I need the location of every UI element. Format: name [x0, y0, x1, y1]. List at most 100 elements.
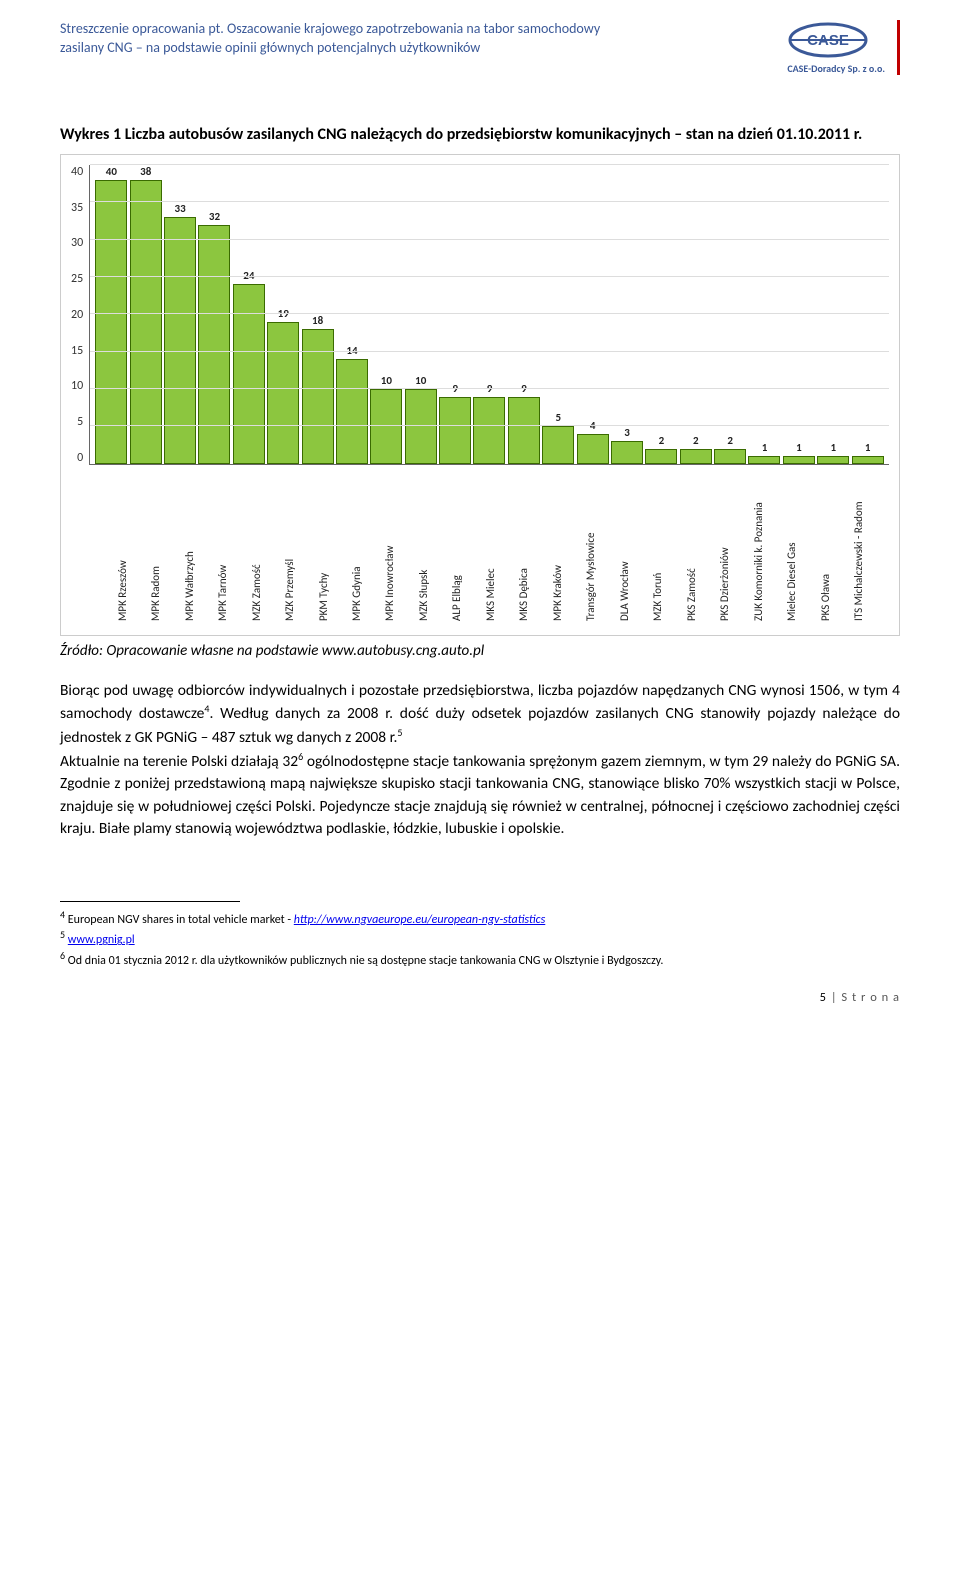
chart-area: 4035302520151050 40383332241918141010999… — [71, 165, 889, 465]
x-tick-label: MPK Wałbrzych — [183, 465, 215, 625]
source-prefix: Źródło: Opracowanie własne na podstawie — [60, 642, 322, 660]
footnote-4: 4 European NGV shares in total vehicle m… — [60, 908, 900, 929]
page-num-value: 5 — [820, 990, 827, 1005]
bar — [336, 359, 368, 464]
bar-value-label: 2 — [693, 434, 699, 447]
bar-column: 40 — [95, 165, 127, 464]
footnote-ref-5: 5 — [397, 726, 402, 739]
bar-column: 32 — [198, 165, 230, 464]
bar — [748, 456, 780, 463]
bar — [714, 449, 746, 464]
x-tick-label: Mielec Diesel Gas — [785, 465, 817, 625]
x-tick-label: PKS Oława — [819, 465, 851, 625]
bar-column: 1 — [817, 165, 849, 464]
header-line1: Streszczenie opracowania pt. Oszacowanie… — [60, 20, 600, 37]
x-tick-label: MPK Rzeszów — [116, 465, 148, 625]
grid-line — [90, 164, 889, 165]
bar-value-label: 1 — [762, 441, 768, 454]
x-tick-label: MPK Kraków — [551, 465, 583, 625]
bar-value-label: 33 — [175, 202, 186, 215]
grid-line — [90, 276, 889, 277]
bar-column: 9 — [508, 165, 540, 464]
bar — [267, 322, 299, 464]
bar-value-label: 1 — [830, 441, 836, 454]
bar-column: 9 — [473, 165, 505, 464]
x-tick-label: MPK Radom — [149, 465, 181, 625]
bar-value-label: 40 — [106, 165, 117, 178]
y-tick: 35 — [71, 201, 83, 215]
chart-source: Źródło: Opracowanie własne na podstawie … — [60, 642, 900, 660]
svg-text:CASE: CASE — [807, 32, 849, 49]
bar-value-label: 1 — [796, 441, 802, 454]
bar — [302, 329, 334, 464]
chart-container: 4035302520151050 40383332241918141010999… — [60, 154, 900, 636]
bar — [645, 449, 677, 464]
bar-value-label: 10 — [381, 374, 392, 387]
bar — [817, 456, 849, 463]
chart-plot: 403833322419181410109995432221111 — [89, 165, 889, 465]
grid-line — [90, 351, 889, 352]
footnote-6: 6 Od dnia 01 stycznia 2012 r. dla użytko… — [60, 949, 900, 970]
y-tick: 15 — [71, 344, 83, 358]
page-num-label: S t r o n a — [841, 990, 900, 1005]
y-tick: 20 — [71, 308, 83, 322]
x-tick-label: Transgór Mysłowice — [584, 465, 616, 625]
bar — [508, 397, 540, 464]
grid-line — [90, 201, 889, 202]
bar-value-label: 2 — [727, 434, 733, 447]
footnote-5-link[interactable]: www.pgnig.pl — [68, 933, 135, 947]
bar-column: 5 — [542, 165, 574, 464]
y-tick: 10 — [71, 379, 83, 393]
bar — [852, 456, 884, 463]
grid-line — [90, 425, 889, 426]
chart-y-axis: 4035302520151050 — [71, 165, 89, 465]
x-tick-label: MZK Przemyśl — [283, 465, 315, 625]
bar-value-label: 1 — [865, 441, 871, 454]
bar — [577, 434, 609, 464]
bar-column: 24 — [233, 165, 265, 464]
x-tick-label: MKS Dębica — [517, 465, 549, 625]
case-logo-icon: CASE — [787, 20, 869, 60]
bar-column: 10 — [370, 165, 402, 464]
footnote-6-text: Od dnia 01 stycznia 2012 r. dla użytkown… — [68, 954, 664, 968]
x-tick-label: ALP Elbląg — [450, 465, 482, 625]
chart-title: Wykres 1 Liczba autobusów zasilanych CNG… — [60, 125, 900, 146]
logo-caption: CASE-Doradcy Sp. z o.o. — [787, 62, 885, 75]
bar-column: 33 — [164, 165, 196, 464]
footnote-4-link[interactable]: http://www.ngvaeurope.eu/european-ngv-st… — [294, 913, 545, 927]
bar-column: 1 — [783, 165, 815, 464]
bar-column: 18 — [302, 165, 334, 464]
footnote-4-text: European NGV shares in total vehicle mar… — [68, 913, 294, 927]
grid-line — [90, 388, 889, 389]
y-tick: 40 — [71, 165, 83, 179]
x-tick-label: MPK Inowrocław — [383, 465, 415, 625]
bar — [680, 449, 712, 464]
y-tick: 5 — [77, 415, 83, 429]
bar-column: 1 — [852, 165, 884, 464]
page-number: 5 | S t r o n a — [60, 990, 900, 1005]
bar-value-label: 5 — [555, 411, 561, 424]
bar — [370, 389, 402, 464]
chart-bars: 403833322419181410109995432221111 — [90, 165, 889, 464]
x-tick-label: MPK Gdynia — [350, 465, 382, 625]
bar — [473, 397, 505, 464]
body-text: Biorąc pod uwagę odbiorców indywidualnyc… — [60, 680, 900, 841]
x-tick-label: PKS Zamość — [685, 465, 717, 625]
header-line2: zasilany CNG – na podstawie opinii główn… — [60, 39, 480, 56]
bar-value-label: 32 — [209, 210, 220, 223]
x-tick-label: MZK Toruń — [651, 465, 683, 625]
bar — [611, 441, 643, 463]
bar — [542, 426, 574, 463]
bar — [164, 217, 196, 464]
x-tick-label: ITS Michalczewski - Radom — [852, 465, 884, 625]
bar-column: 2 — [645, 165, 677, 464]
bar — [233, 284, 265, 463]
bar-value-label: 10 — [415, 374, 426, 387]
chart-x-labels: MPK RzeszówMPK RadomMPK WałbrzychMPK Tar… — [111, 465, 889, 625]
bar-column: 2 — [714, 165, 746, 464]
header-text: Streszczenie opracowania pt. Oszacowanie… — [60, 20, 767, 58]
bar-column: 38 — [130, 165, 162, 464]
x-tick-label: MPK Tarnów — [216, 465, 248, 625]
page-header: Streszczenie opracowania pt. Oszacowanie… — [60, 20, 900, 75]
source-link: www.autobusy.cng.auto.pl — [322, 642, 484, 660]
